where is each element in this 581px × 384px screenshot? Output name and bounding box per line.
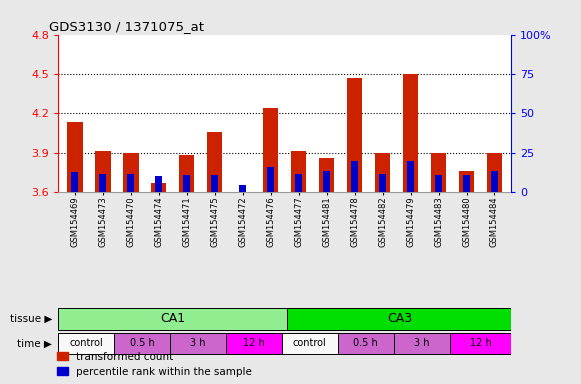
Bar [295, 174, 302, 192]
Bar [114, 333, 170, 354]
Bar [463, 175, 470, 192]
Bar [282, 333, 338, 354]
Bar [407, 161, 414, 192]
Text: time ▶: time ▶ [17, 338, 52, 348]
Bar [347, 78, 363, 192]
Bar [99, 174, 106, 192]
Bar [394, 333, 450, 354]
Bar [207, 132, 223, 192]
Bar [151, 183, 167, 192]
Bar [487, 153, 502, 192]
Bar [431, 153, 446, 192]
Text: control: control [69, 338, 103, 348]
Bar [491, 171, 498, 192]
Bar [375, 153, 390, 192]
Bar [263, 108, 278, 192]
Bar [379, 174, 386, 192]
Text: GDS3130 / 1371075_at: GDS3130 / 1371075_at [49, 20, 204, 33]
Bar [450, 333, 511, 354]
Bar [459, 171, 474, 192]
Bar [291, 151, 306, 192]
Bar [288, 308, 511, 330]
Bar [211, 175, 218, 192]
Bar [435, 175, 442, 192]
Bar [123, 153, 138, 192]
Bar [319, 158, 334, 192]
Bar [67, 122, 83, 192]
Text: 12 h: 12 h [243, 338, 265, 348]
Bar [351, 161, 358, 192]
Text: 3 h: 3 h [414, 338, 429, 348]
Bar [403, 74, 418, 192]
Bar [127, 174, 134, 192]
Bar [71, 172, 78, 192]
Bar [170, 333, 226, 354]
Text: 0.5 h: 0.5 h [130, 338, 155, 348]
Bar [58, 333, 114, 354]
Bar [226, 333, 282, 354]
Bar [95, 151, 110, 192]
Text: CA3: CA3 [387, 312, 412, 325]
Bar [155, 176, 162, 192]
Bar [183, 175, 191, 192]
Bar [58, 308, 288, 330]
Text: 12 h: 12 h [469, 338, 492, 348]
Bar [267, 167, 274, 192]
Text: tissue ▶: tissue ▶ [10, 314, 52, 324]
Text: 3 h: 3 h [190, 338, 206, 348]
Bar [179, 155, 195, 192]
Legend: transformed count, percentile rank within the sample: transformed count, percentile rank withi… [58, 352, 252, 377]
Text: 0.5 h: 0.5 h [353, 338, 378, 348]
Bar [323, 171, 330, 192]
Text: control: control [293, 338, 327, 348]
Text: CA1: CA1 [160, 312, 185, 325]
Bar [239, 185, 246, 192]
Bar [338, 333, 394, 354]
